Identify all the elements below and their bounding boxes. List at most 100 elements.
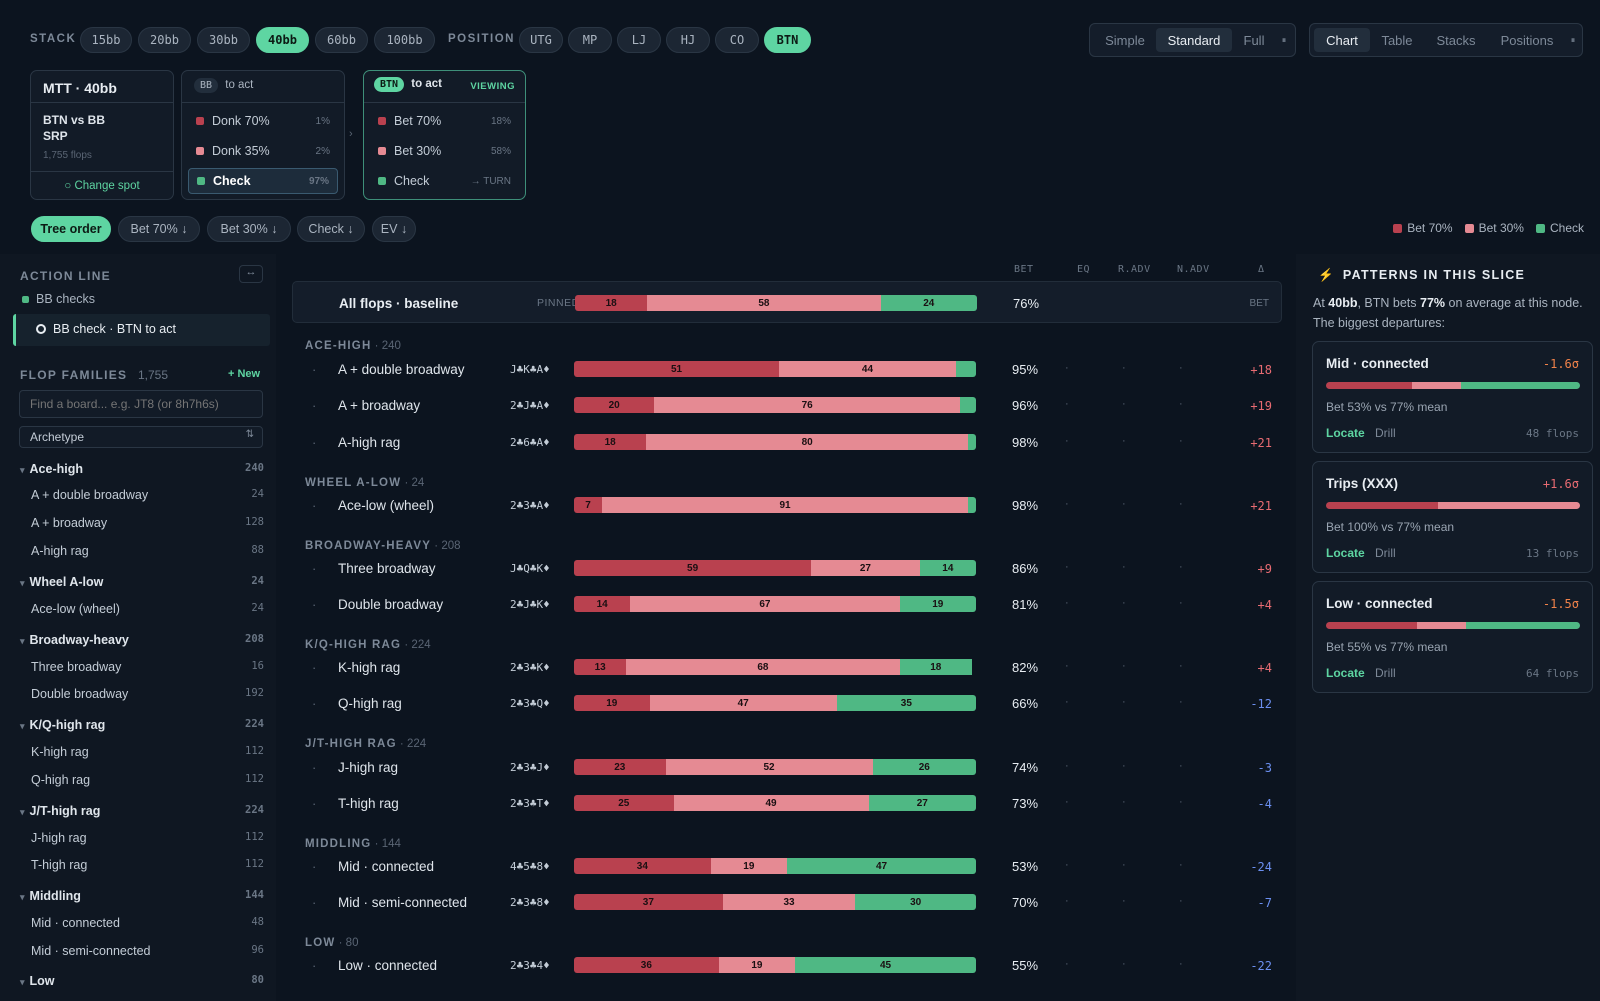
row-empty-cell: · bbox=[1065, 895, 1069, 907]
family-row[interactable]: · Double broadway 2♣J♣K♦ 14 67 19 81% · · · +4 bbox=[290, 591, 1282, 619]
locate-button[interactable]: Locate bbox=[1326, 546, 1365, 560]
family-item[interactable]: Q-high rag 112 bbox=[20, 773, 264, 787]
bar-segment: 37 bbox=[574, 894, 723, 910]
bar-segment-value: 30 bbox=[910, 896, 922, 908]
archetype-select[interactable]: Archetype ⇅ bbox=[19, 426, 263, 448]
family-group[interactable]: ▾ Middling 144 bbox=[20, 889, 264, 903]
locate-button[interactable]: Locate bbox=[1326, 666, 1365, 680]
bar-segment: 27 bbox=[868, 795, 976, 811]
family-row[interactable]: · A + double broadway J♣K♣A♦ 51 44 95% · · · +18 bbox=[290, 356, 1282, 384]
column-header[interactable]: N.ADV bbox=[1177, 264, 1210, 275]
radio-icon bbox=[36, 324, 46, 334]
column-header[interactable]: R.ADV bbox=[1118, 264, 1151, 275]
family-group[interactable]: ▾ Ace-high 240 bbox=[20, 462, 264, 476]
family-item[interactable]: Double broadway 192 bbox=[20, 687, 264, 701]
row-empty-cell: · bbox=[1122, 435, 1126, 447]
family-row[interactable]: · Mid · semi-connected 2♣3♣8♦ 37 33 30 70% · · · -… bbox=[290, 889, 1282, 917]
column-header[interactable]: EQ bbox=[1077, 264, 1091, 275]
family-item[interactable]: T-high rag 112 bbox=[20, 858, 264, 872]
node-option[interactable]: Bet 70% 18% bbox=[370, 108, 519, 134]
position-option[interactable]: CO bbox=[715, 27, 759, 53]
change-spot-button[interactable]: ○ Change spot bbox=[31, 171, 173, 200]
node-option[interactable]: Check 97% bbox=[188, 168, 338, 194]
family-row[interactable]: · K-high rag 2♣3♣K♦ 13 68 18 82% · · · +4 bbox=[290, 654, 1282, 682]
node-option[interactable]: Donk 35% 2% bbox=[188, 138, 338, 164]
family-item[interactable]: A + double broadway 24 bbox=[20, 488, 264, 502]
new-family-button[interactable]: + New bbox=[228, 368, 261, 380]
drill-button[interactable]: Drill bbox=[1375, 426, 1396, 440]
bar-segment-value: 36 bbox=[640, 959, 652, 971]
sort-chip[interactable]: Bet 30% ↓ bbox=[207, 216, 291, 242]
family-item[interactable]: A-high rag 88 bbox=[20, 544, 264, 558]
family-item[interactable]: Mid · semi-connected 96 bbox=[20, 944, 264, 958]
row-board: 2♣3♣4♦ bbox=[510, 959, 550, 972]
stack-option[interactable]: 100bb bbox=[374, 27, 435, 53]
family-group[interactable]: ▾ Low 80 bbox=[20, 974, 264, 988]
family-label: A + broadway bbox=[31, 516, 108, 530]
tab-chart[interactable]: Chart bbox=[1314, 28, 1370, 52]
collapse-icon[interactable]: ↔ bbox=[239, 265, 263, 283]
locate-button[interactable]: Locate bbox=[1326, 426, 1365, 440]
family-group[interactable]: ▾ Wheel A-low 24 bbox=[20, 575, 264, 589]
family-row[interactable]: · Three broadway J♣Q♣K♦ 59 27 14 86% · · · +9 bbox=[290, 555, 1282, 583]
tab-stacks[interactable]: Stacks bbox=[1436, 32, 1476, 48]
board-search-input[interactable] bbox=[19, 390, 263, 418]
family-row[interactable]: · Low · connected 2♣3♣4♦ 36 19 45 55% · · · -22 bbox=[290, 952, 1282, 980]
baseline-row[interactable]: All flops · baseline PINNED 18 58 24 76% B… bbox=[292, 281, 1282, 323]
family-group[interactable]: ▾ Broadway-heavy 208 bbox=[20, 633, 264, 647]
row-delta: -3 bbox=[1257, 761, 1272, 775]
mode-simple[interactable]: Simple bbox=[1105, 32, 1145, 48]
sort-chip[interactable]: Check ↓ bbox=[297, 216, 365, 242]
pause-icon[interactable]: ⏸ bbox=[1570, 34, 1576, 45]
family-row[interactable]: · Ace-low (wheel) 2♣3♣A♦ 7 91 98% · · · +21 bbox=[290, 492, 1282, 520]
family-row[interactable]: · Q-high rag 2♣3♣Q♦ 19 47 35 66% · · · -12 bbox=[290, 690, 1282, 718]
top-bar: STACK 15bb 20bb 30bb 40bb 60bb 100bb POSITION… bbox=[0, 0, 1600, 66]
column-header[interactable]: Δ bbox=[1258, 264, 1265, 275]
tab-table[interactable]: Table bbox=[1381, 32, 1413, 48]
family-row[interactable]: · J-high rag 2♣3♣J♦ 23 52 26 74% · · · -3 bbox=[290, 754, 1282, 782]
family-item[interactable]: Mid · connected 48 bbox=[20, 916, 264, 930]
position-option[interactable]: HJ bbox=[666, 27, 710, 53]
node-option[interactable]: Bet 30% 58% bbox=[370, 138, 519, 164]
drill-button[interactable]: Drill bbox=[1375, 546, 1396, 560]
group-name: J/T-HIGH RAG bbox=[305, 738, 397, 750]
drill-button[interactable]: Drill bbox=[1375, 666, 1396, 680]
family-row[interactable]: · Mid · connected 4♣5♣8♦ 34 19 47 53% · · · -24 bbox=[290, 853, 1282, 881]
pattern-sigma: -1.6σ bbox=[1542, 357, 1579, 371]
family-item[interactable]: J-high rag 112 bbox=[20, 831, 264, 845]
position-option[interactable]: UTG bbox=[519, 27, 563, 53]
stack-option[interactable]: 40bb bbox=[256, 27, 309, 53]
node-option[interactable]: Donk 70% 1% bbox=[188, 108, 338, 134]
family-group[interactable]: ▾ J/T-high rag 224 bbox=[20, 804, 264, 818]
bar-segment: 59 bbox=[574, 560, 812, 576]
stack-option[interactable]: 15bb bbox=[80, 27, 132, 53]
sort-chip[interactable]: Bet 70% ↓ bbox=[118, 216, 200, 242]
node-option-label: Bet 70% bbox=[394, 114, 442, 128]
position-option[interactable]: LJ bbox=[617, 27, 661, 53]
mode-standard[interactable]: Standard bbox=[1156, 28, 1232, 52]
stack-option[interactable]: 20bb bbox=[138, 27, 191, 53]
family-row[interactable]: · T-high rag 2♣3♣T♦ 25 49 27 73% · · · -4 bbox=[290, 790, 1282, 818]
column-header[interactable]: BET bbox=[1014, 264, 1034, 275]
pause-icon[interactable]: ⏸ bbox=[1281, 34, 1287, 45]
row-bullet: · bbox=[312, 660, 317, 675]
stack-option[interactable]: 30bb bbox=[197, 27, 250, 53]
node-option[interactable]: Check → TURN bbox=[370, 168, 519, 194]
family-group[interactable]: ▾ K/Q-high rag 224 bbox=[20, 718, 264, 732]
action-line-item[interactable]: BB checks bbox=[22, 292, 95, 306]
position-option[interactable]: BTN bbox=[764, 27, 811, 53]
tab-positions[interactable]: Positions bbox=[1500, 32, 1554, 48]
sort-chip[interactable]: EV ↓ bbox=[372, 216, 416, 242]
position-option[interactable]: MP bbox=[568, 27, 612, 53]
node-option-pct: 58% bbox=[490, 145, 511, 157]
family-item[interactable]: A + broadway 128 bbox=[20, 516, 264, 530]
family-row[interactable]: · A + broadway 2♣J♣A♦ 20 76 96% · · · +19 bbox=[290, 392, 1282, 420]
family-item[interactable]: Ace-low (wheel) 24 bbox=[20, 602, 264, 616]
action-line-current[interactable]: BB check · BTN to act bbox=[13, 314, 270, 346]
family-item[interactable]: Three broadway 16 bbox=[20, 660, 264, 674]
mode-full[interactable]: Full bbox=[1243, 32, 1265, 48]
family-row[interactable]: · A-high rag 2♣6♣A♦ 18 80 98% · · · +21 bbox=[290, 429, 1282, 457]
sort-chip[interactable]: Tree order bbox=[31, 216, 111, 242]
family-item[interactable]: K-high rag 112 bbox=[20, 745, 264, 759]
stack-option[interactable]: 60bb bbox=[315, 27, 368, 53]
